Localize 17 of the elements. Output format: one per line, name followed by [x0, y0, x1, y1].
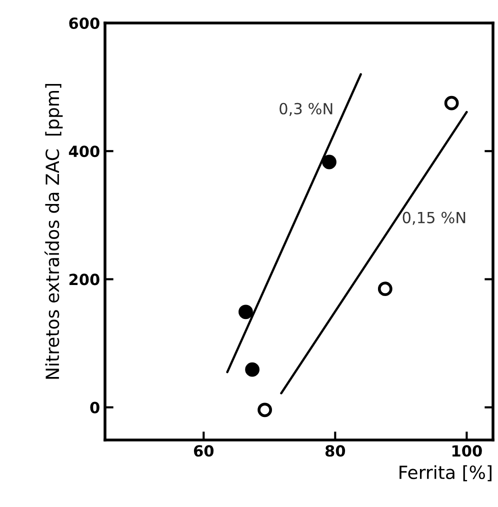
x-tick-label: 100 [452, 445, 482, 457]
x-tick-label: 80 [325, 445, 346, 457]
point [378, 282, 392, 296]
x-tick-label: 60 [194, 445, 214, 457]
point [444, 96, 459, 110]
y-tick-label: 200 [69, 274, 100, 286]
series-label: 0,15 %N [402, 212, 466, 225]
point [245, 362, 260, 377]
point [238, 304, 253, 320]
y-axis-title: Nitretos extraídos da ZAC [ppm] [44, 84, 63, 379]
y-tick-label: 0 [90, 402, 100, 414]
point [258, 402, 272, 418]
point [322, 154, 336, 170]
y-tick-label: 400 [68, 146, 100, 158]
x-axis-title: Ferrita [%] [400, 465, 492, 482]
series-label: 0,3 %N [280, 102, 332, 116]
y-tick-label: 600 [69, 17, 100, 30]
